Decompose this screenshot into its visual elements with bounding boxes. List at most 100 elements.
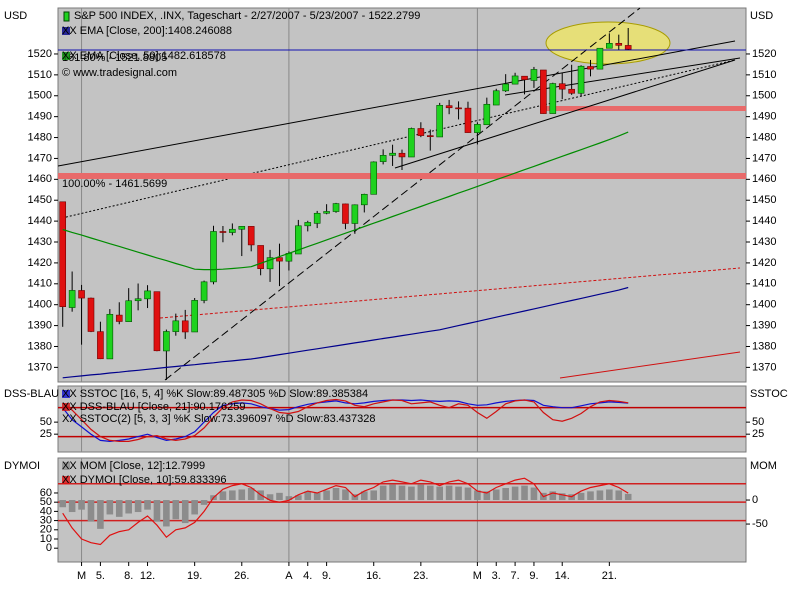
- plot-area: [57, 385, 747, 453]
- title-icon: [63, 11, 70, 22]
- y2-tick-label: 1520: [752, 48, 776, 60]
- momentum-bar: [370, 490, 378, 501]
- y2-tick-label: 1440: [752, 215, 776, 227]
- y-tick-label: 1400: [28, 299, 52, 311]
- resistance-band: [540, 106, 746, 111]
- momentum-bar: [219, 491, 227, 501]
- trend-line: [394, 59, 736, 169]
- y-tick-label: 1470: [28, 152, 52, 164]
- y-tick-label: 10: [40, 533, 52, 545]
- x-tick-label: 7.: [511, 570, 520, 582]
- candle-body: [144, 290, 151, 300]
- momentum-bar: [163, 500, 170, 527]
- momentum-bar: [276, 492, 283, 501]
- momentum-bar: [266, 494, 274, 501]
- candle-body: [615, 43, 623, 46]
- highlight-ellipse: [545, 21, 671, 65]
- y2-tick-label: 1400: [752, 299, 776, 311]
- y-axis-label: DYMOI: [4, 460, 40, 472]
- annotation: XX SSTOC(2) [5, 3, 3] %K Slow:73.396097 …: [62, 413, 375, 425]
- y-tick-label: 50: [40, 416, 52, 428]
- y2-tick-label: 1490: [752, 111, 776, 123]
- candle-body: [577, 65, 585, 94]
- momentum-bar: [587, 491, 594, 501]
- momentum-bar: [78, 500, 85, 510]
- candle-body: [78, 290, 85, 299]
- y2-axis-label: MOM: [750, 460, 777, 472]
- momentum-bar: [596, 490, 604, 501]
- y2-tick-label: 1470: [752, 152, 776, 164]
- x-tick-label: A: [285, 570, 293, 582]
- x-tick-label: 4.: [303, 570, 312, 582]
- candle-body: [474, 124, 481, 133]
- momentum-bar: [295, 495, 302, 501]
- legend-swatch: [62, 476, 70, 484]
- momentum-bar: [417, 484, 425, 501]
- candle-body: [304, 222, 312, 227]
- y2-tick-label: 1420: [752, 257, 776, 269]
- y-tick-label: 30: [40, 514, 52, 526]
- candle-body: [389, 152, 396, 156]
- candle-body: [502, 83, 509, 92]
- momentum-bar: [106, 500, 114, 515]
- candle-body: [370, 161, 378, 195]
- momentum-bar: [285, 496, 293, 501]
- legend-label: XX SSTOC [16, 5, 4] %K Slow:89.487305 %D…: [62, 388, 368, 400]
- y2-tick-label: -50: [752, 518, 768, 530]
- momentum-bar: [97, 500, 104, 529]
- momentum-bar: [172, 500, 180, 520]
- momentum-bar: [615, 490, 623, 501]
- momentum-bar: [304, 491, 312, 501]
- x-tick-label: 23.: [413, 570, 428, 582]
- indicator-line: [62, 286, 629, 379]
- x-tick-label: 12.: [140, 570, 155, 582]
- x-tick-label: 21.: [602, 570, 617, 582]
- candle-body: [568, 88, 575, 94]
- trend-line: [159, 267, 741, 319]
- candle-body: [483, 103, 491, 126]
- y-tick-label: 1520: [28, 48, 52, 60]
- momentum-bar: [87, 500, 95, 522]
- level-label: 161.80% - 1521.8805: [62, 52, 167, 64]
- candle-body: [436, 105, 443, 138]
- candle-body: [540, 69, 547, 114]
- y2-tick-label: 1450: [752, 194, 776, 206]
- candle-body: [521, 75, 528, 80]
- legend-label: XX EMA [Close, 50]:1482.618578: [62, 50, 226, 62]
- trend-line: [57, 40, 736, 167]
- momentum-bar: [549, 491, 557, 501]
- momentum-bar: [455, 486, 462, 501]
- y2-tick-label: 1410: [752, 278, 776, 290]
- momentum-bar: [474, 490, 481, 501]
- y-tick-label: 50: [40, 496, 52, 508]
- y2-tick-label: 1370: [752, 361, 776, 373]
- y2-axis-label: SSTOC: [750, 388, 788, 400]
- candle-body: [134, 298, 142, 302]
- y2-tick-label: 1460: [752, 173, 776, 185]
- momentum-bar: [624, 493, 632, 501]
- momentum-bar: [191, 500, 198, 515]
- candle-body: [606, 43, 613, 49]
- momentum-bar: [332, 488, 340, 501]
- momentum-bar: [408, 486, 415, 501]
- x-tick-label: 14.: [555, 570, 570, 582]
- momentum-bar: [181, 500, 189, 524]
- trend-line: [164, 7, 641, 381]
- candle-body: [59, 201, 67, 307]
- momentum-bar: [426, 485, 434, 501]
- candle-body: [408, 128, 415, 158]
- momentum-bar: [68, 500, 76, 513]
- candle-body: [115, 314, 123, 322]
- x-tick-label: 9.: [529, 570, 538, 582]
- y-tick-label: 20: [40, 524, 52, 536]
- x-tick-label: 16.: [366, 570, 381, 582]
- candle-body: [229, 228, 236, 233]
- y-tick-label: 40: [40, 505, 52, 517]
- y2-tick-label: 25: [752, 428, 764, 440]
- candle-body: [492, 90, 500, 106]
- legend-swatch: [62, 462, 70, 470]
- legend-swatch: [62, 390, 70, 398]
- y2-tick-label: 1390: [752, 319, 776, 331]
- candle-body: [361, 193, 368, 206]
- annotation: © www.tradesignal.com: [62, 67, 177, 79]
